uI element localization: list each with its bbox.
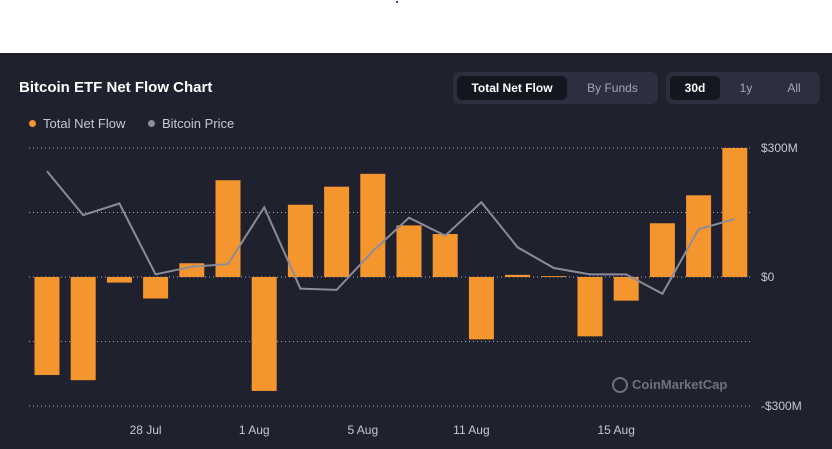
- legend-label-price: Bitcoin Price: [162, 116, 235, 131]
- net-flow-bar: [143, 277, 169, 299]
- tab-30d[interactable]: 30d: [670, 76, 720, 100]
- net-flow-bar: [541, 276, 567, 277]
- net-flow-bar: [70, 277, 96, 381]
- net-flow-bar: [722, 148, 748, 277]
- y-tick-label: $0: [761, 270, 775, 284]
- net-flow-bar: [649, 223, 675, 277]
- x-tick-label: 1 Aug: [239, 423, 270, 437]
- coinmarketcap-logo-icon: [612, 376, 628, 393]
- top-dot: [396, 1, 398, 3]
- tab-1y[interactable]: 1y: [739, 81, 753, 95]
- legend-total-net-flow[interactable]: Total Net Flow: [29, 116, 125, 131]
- net-flow-bar: [34, 277, 60, 376]
- net-flow-bar: [106, 277, 132, 283]
- net-flow-bar: [287, 204, 313, 277]
- legend-dot-orange-icon: [29, 120, 36, 128]
- bitcoin-price-line: [46, 170, 736, 296]
- tab-total-net-flow[interactable]: Total Net Flow: [457, 76, 567, 100]
- net-flow-bar: [324, 186, 350, 277]
- watermark-text: CoinMarketCap: [632, 377, 728, 392]
- x-tick-label: 28 Jul: [130, 423, 162, 437]
- net-flow-bar: [396, 225, 422, 277]
- net-flow-bar: [251, 277, 277, 391]
- legend-dot-gray-icon: [148, 120, 155, 128]
- net-flow-bar: [468, 277, 494, 340]
- range-tabs: 30d 1y All: [666, 72, 820, 104]
- net-flow-bar: [215, 180, 241, 277]
- net-flow-bar: [686, 195, 712, 277]
- net-flow-bar: [577, 277, 603, 337]
- x-tick-label: 11 Aug: [453, 423, 489, 437]
- tab-all[interactable]: All: [787, 81, 801, 95]
- y-tick-label: -$300M: [761, 399, 802, 413]
- net-flow-bar: [505, 274, 531, 277]
- top-strip: [0, 0, 832, 53]
- x-tick-label: 15 Aug: [598, 423, 635, 437]
- view-tabs: Total Net Flow By Funds: [453, 72, 658, 104]
- watermark: CoinMarketCap: [612, 376, 728, 394]
- y-tick-label: $300M: [761, 141, 798, 155]
- net-flow-bar: [613, 277, 639, 301]
- tab-by-funds[interactable]: By Funds: [587, 81, 638, 95]
- x-tick-label: 5 Aug: [347, 423, 378, 437]
- chart-title: Bitcoin ETF Net Flow Chart: [19, 79, 213, 96]
- net-flow-bar: [432, 234, 458, 277]
- legend-label-net-flow: Total Net Flow: [43, 116, 126, 131]
- legend-bitcoin-price[interactable]: Bitcoin Price: [148, 116, 234, 131]
